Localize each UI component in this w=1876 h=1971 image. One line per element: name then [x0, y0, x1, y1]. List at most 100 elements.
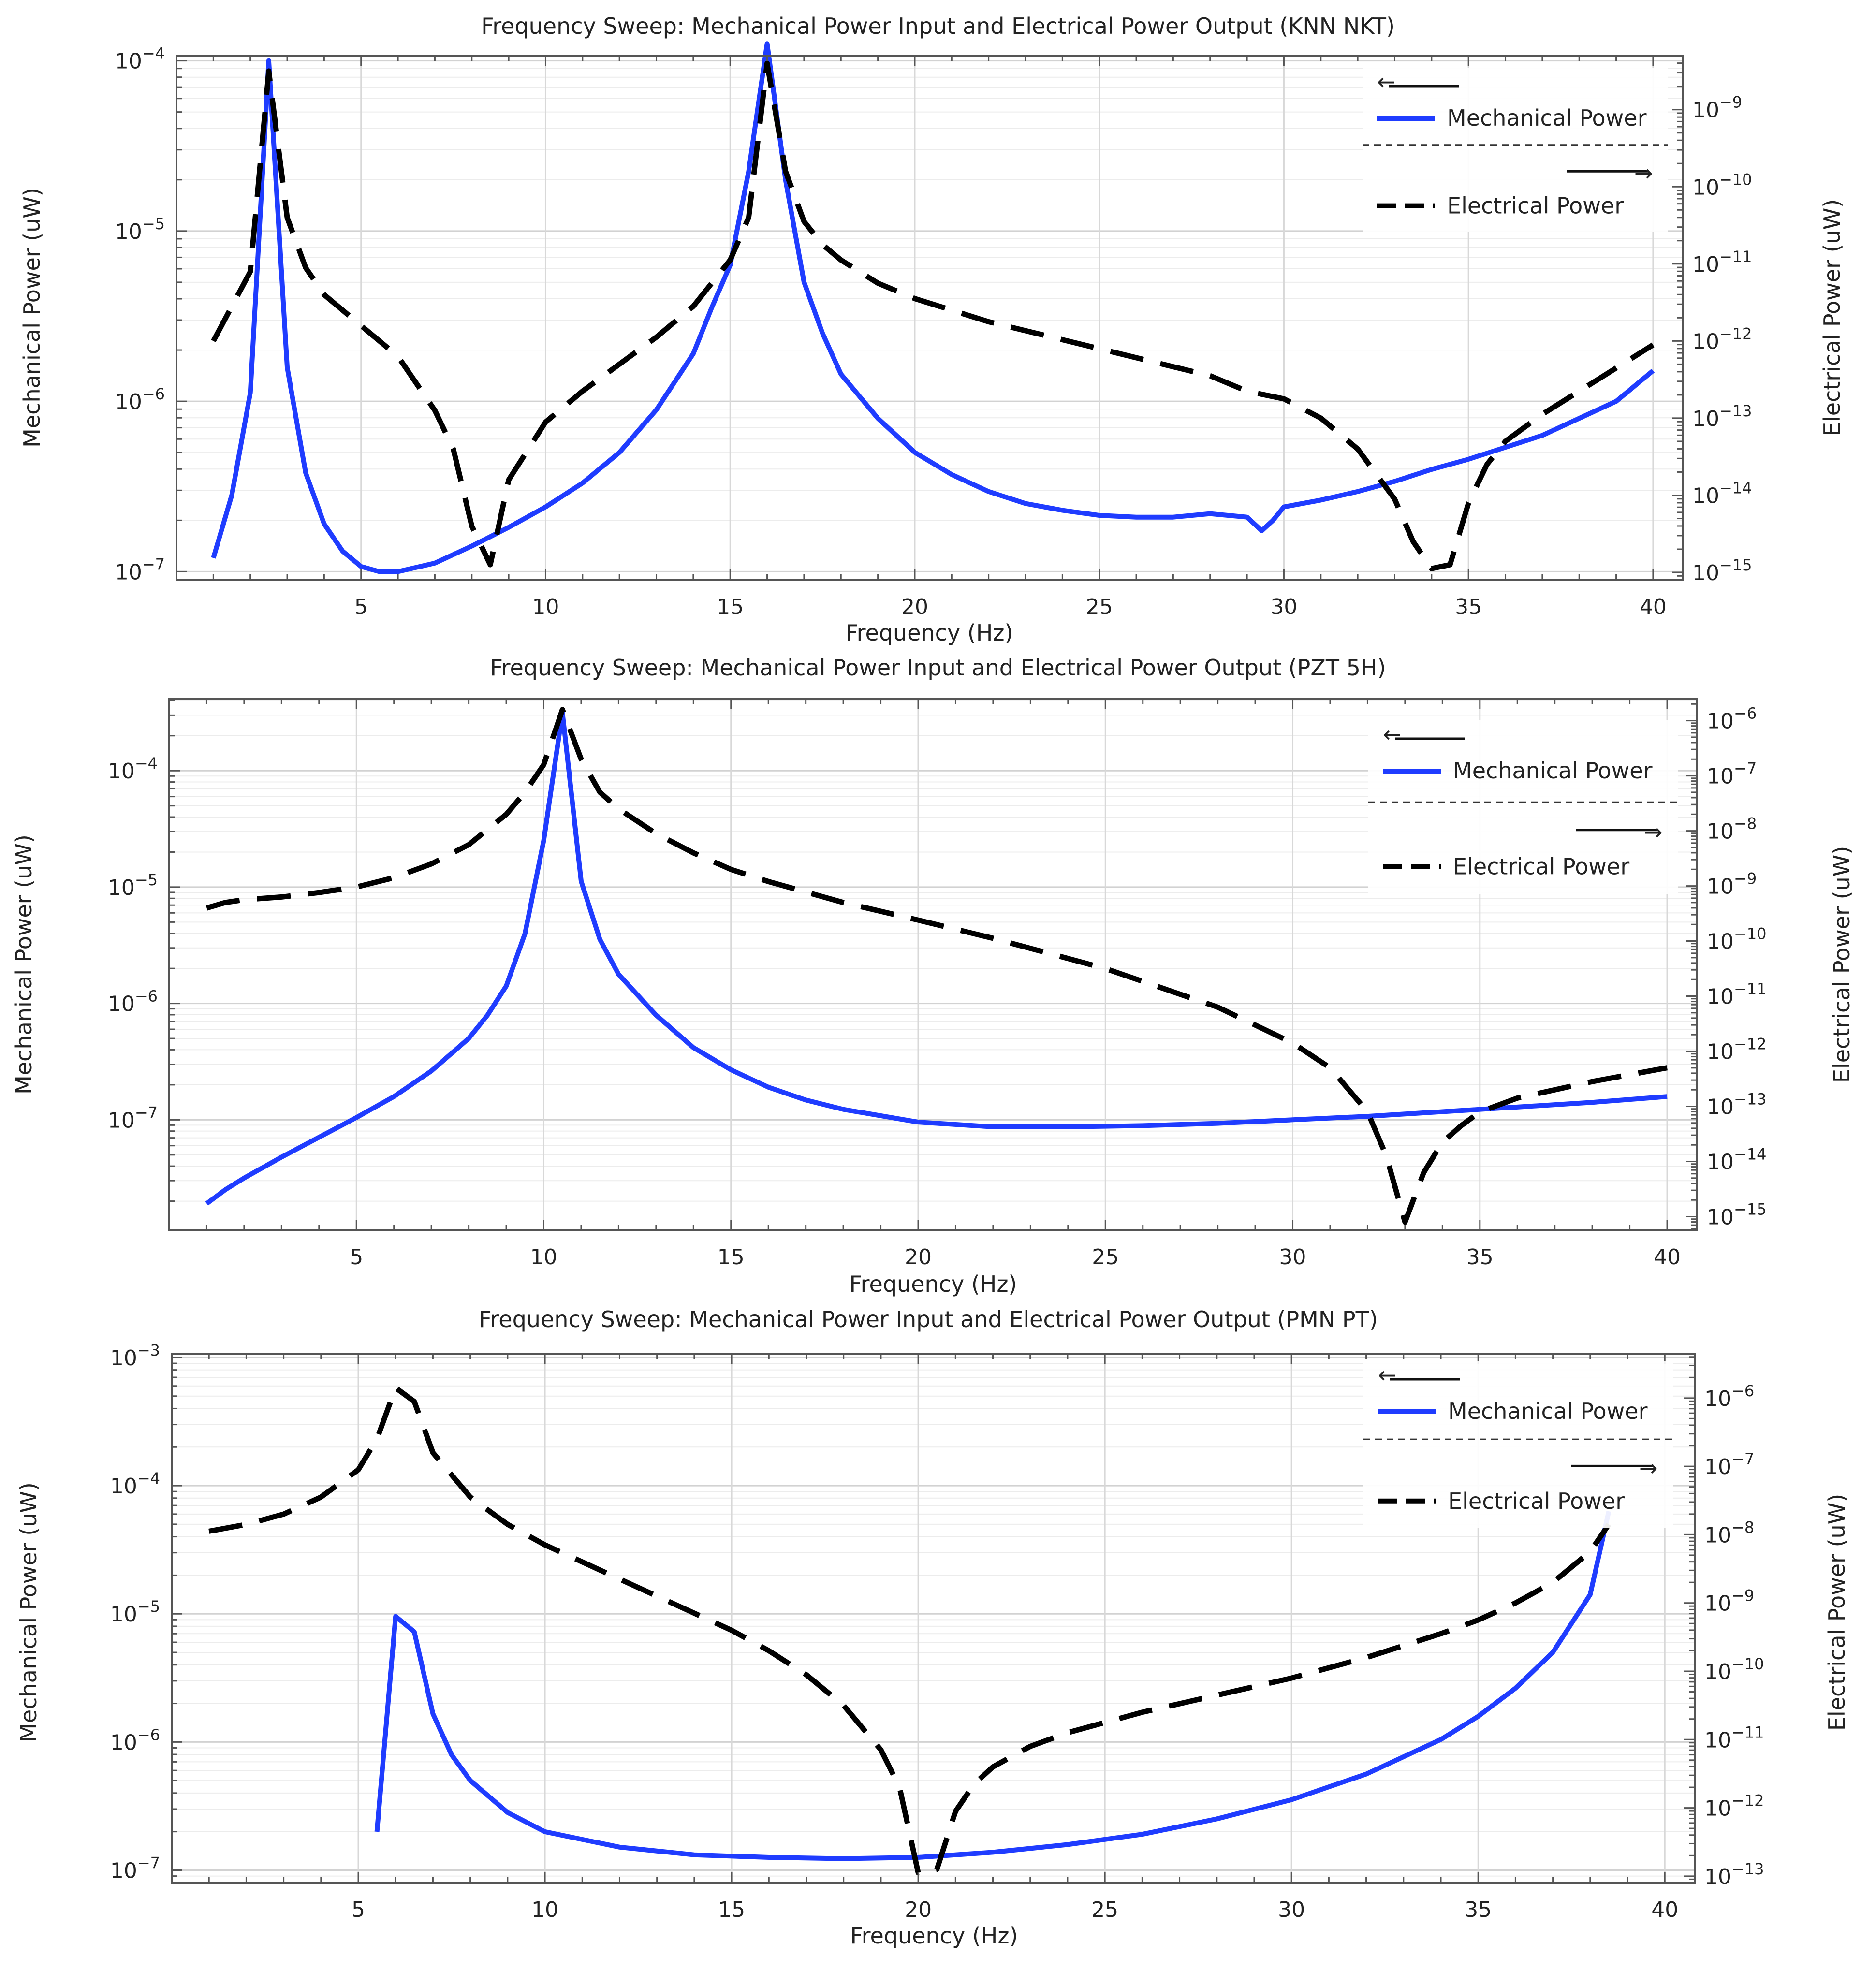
x-tick-label: 5	[354, 595, 368, 619]
x-tick-label: 10	[532, 595, 559, 619]
left-y-tick-label: 10−7	[108, 1103, 158, 1133]
right-y-tick-label: 10−11	[1707, 980, 1767, 1009]
x-tick-label: 30	[1279, 1245, 1306, 1270]
x-tick-label: 25	[1091, 1898, 1118, 1922]
mechanical-power-line	[374, 1511, 1612, 1861]
chart-panel-pmn-pt: Frequency Sweep: Mechanical Power Input …	[15, 1306, 1850, 1949]
chart-title: Frequency Sweep: Mechanical Power Input …	[479, 1306, 1378, 1332]
x-tick-label: 5	[352, 1898, 365, 1922]
legend: ← Mechanical Power → Electrical Power	[1368, 720, 1678, 894]
right-y-tick-label: 10−6	[1704, 1382, 1754, 1411]
x-tick-label: 20	[905, 1898, 932, 1922]
right-y-tick-label: 10−12	[1707, 1035, 1767, 1065]
x-axis-label: Frequency (Hz)	[850, 1271, 1017, 1297]
legend-left-arrow: ←	[1383, 721, 1402, 747]
right-y-tick-label: 10−9	[1692, 93, 1742, 123]
legend-right-arrow: →	[1634, 160, 1653, 186]
legend-electrical-label: Electrical Power	[1447, 193, 1624, 219]
right-y-axis-label: Electrical Power (uW)	[1819, 199, 1845, 436]
x-tick-label: 30	[1278, 1898, 1305, 1922]
right-y-tick-label: 10−13	[1692, 402, 1752, 431]
left-y-tick-label: 10−6	[115, 385, 165, 414]
right-y-axis-label: Electrical Power (uW)	[1829, 846, 1855, 1083]
legend-electrical-label: Electrical Power	[1453, 853, 1629, 879]
electrical-power-line	[208, 1385, 1611, 1876]
right-y-tick-label: 10−14	[1692, 479, 1752, 508]
left-y-tick-label: 10−5	[110, 1597, 160, 1627]
right-y-tick-label: 10−7	[1704, 1450, 1754, 1479]
left-y-tick-label: 10−6	[108, 987, 158, 1017]
left-y-axis-label: Mechanical Power (uW)	[15, 1482, 42, 1742]
x-tick-label: 20	[901, 595, 928, 619]
x-tick-label: 40	[1654, 1245, 1681, 1270]
legend: ← Mechanical Power → Electrical Power	[1363, 68, 1668, 232]
legend-right-arrow: →	[1644, 819, 1663, 845]
x-tick-label: 25	[1086, 595, 1113, 619]
right-y-tick-label: 10−13	[1707, 1090, 1767, 1120]
right-y-tick-label: 10−11	[1692, 248, 1752, 277]
right-y-tick-label: 10−12	[1692, 324, 1752, 354]
x-tick-label: 35	[1455, 595, 1482, 619]
left-y-tick-label: 10−4	[108, 754, 158, 784]
right-y-tick-label: 10−10	[1704, 1655, 1764, 1684]
x-tick-label: 15	[718, 1245, 745, 1270]
x-tick-label: 20	[905, 1245, 932, 1270]
chart-panel-pzt-5h: Frequency Sweep: Mechanical Power Input …	[11, 655, 1855, 1297]
right-y-tick-label: 10−10	[1707, 925, 1767, 954]
legend-electrical-label: Electrical Power	[1448, 1488, 1625, 1514]
left-y-tick-label: 10−7	[115, 555, 165, 584]
x-tick-label: 35	[1466, 1245, 1494, 1270]
right-y-tick-label: 10−8	[1704, 1518, 1754, 1548]
right-y-tick-label: 10−7	[1707, 759, 1757, 789]
mechanical-power-line	[205, 710, 1668, 1206]
x-axis-label: Frequency (Hz)	[850, 1923, 1018, 1949]
legend-left-arrow: ←	[1377, 69, 1396, 95]
right-y-tick-label: 10−9	[1704, 1587, 1754, 1616]
legend-mechanical-label: Mechanical Power	[1448, 1398, 1648, 1424]
left-y-tick-label: 10−3	[110, 1341, 160, 1371]
left-y-axis-label: Mechanical Power (uW)	[19, 188, 45, 448]
mechanical-power-line	[211, 41, 1655, 574]
right-y-tick-label: 10−10	[1692, 170, 1752, 200]
x-tick-label: 5	[350, 1245, 363, 1270]
right-y-tick-label: 10−11	[1704, 1723, 1764, 1752]
x-tick-label: 40	[1640, 595, 1667, 619]
left-y-tick-label: 10−4	[110, 1469, 160, 1499]
left-y-tick-label: 10−7	[110, 1854, 160, 1883]
right-y-tick-label: 10−15	[1692, 556, 1752, 585]
right-y-tick-label: 10−13	[1704, 1860, 1764, 1889]
chart-title: Frequency Sweep: Mechanical Power Input …	[481, 13, 1395, 39]
x-tick-label: 15	[718, 1898, 745, 1922]
x-tick-label: 10	[530, 1245, 557, 1270]
x-tick-label: 40	[1651, 1898, 1678, 1922]
chart-title: Frequency Sweep: Mechanical Power Input …	[490, 655, 1386, 681]
right-y-tick-label: 10−15	[1707, 1200, 1767, 1230]
left-y-tick-label: 10−6	[110, 1725, 160, 1755]
legend-mechanical-label: Mechanical Power	[1447, 105, 1647, 131]
right-y-tick-label: 10−6	[1707, 704, 1757, 734]
right-y-tick-label: 10−14	[1707, 1145, 1767, 1175]
legend: ← Mechanical Power → Electrical Power	[1363, 1361, 1673, 1528]
electrical-power-line	[211, 60, 1655, 571]
right-y-tick-label: 10−9	[1707, 870, 1757, 899]
electrical-power-line	[205, 707, 1668, 1225]
left-y-axis-label: Mechanical Power (uW)	[11, 834, 37, 1095]
x-tick-label: 10	[531, 1898, 558, 1922]
left-y-tick-label: 10−5	[108, 871, 158, 900]
right-y-tick-label: 10−12	[1704, 1792, 1764, 1821]
x-tick-label: 30	[1270, 595, 1297, 619]
legend-right-arrow: →	[1639, 1455, 1658, 1481]
right-y-axis-label: Electrical Power (uW)	[1824, 1494, 1850, 1731]
legend-left-arrow: ←	[1378, 1362, 1397, 1388]
plot-frame	[168, 698, 1698, 1231]
x-tick-label: 15	[717, 595, 744, 619]
chart-panel-knn-nkt: Frequency Sweep: Mechanical Power Input …	[19, 13, 1845, 646]
x-tick-label: 25	[1092, 1245, 1119, 1270]
left-y-tick-label: 10−4	[115, 44, 165, 74]
left-y-tick-label: 10−5	[115, 215, 165, 244]
x-tick-label: 35	[1465, 1898, 1492, 1922]
x-axis-label: Frequency (Hz)	[846, 620, 1013, 646]
right-y-tick-label: 10−8	[1707, 815, 1757, 844]
legend-mechanical-label: Mechanical Power	[1453, 758, 1653, 784]
